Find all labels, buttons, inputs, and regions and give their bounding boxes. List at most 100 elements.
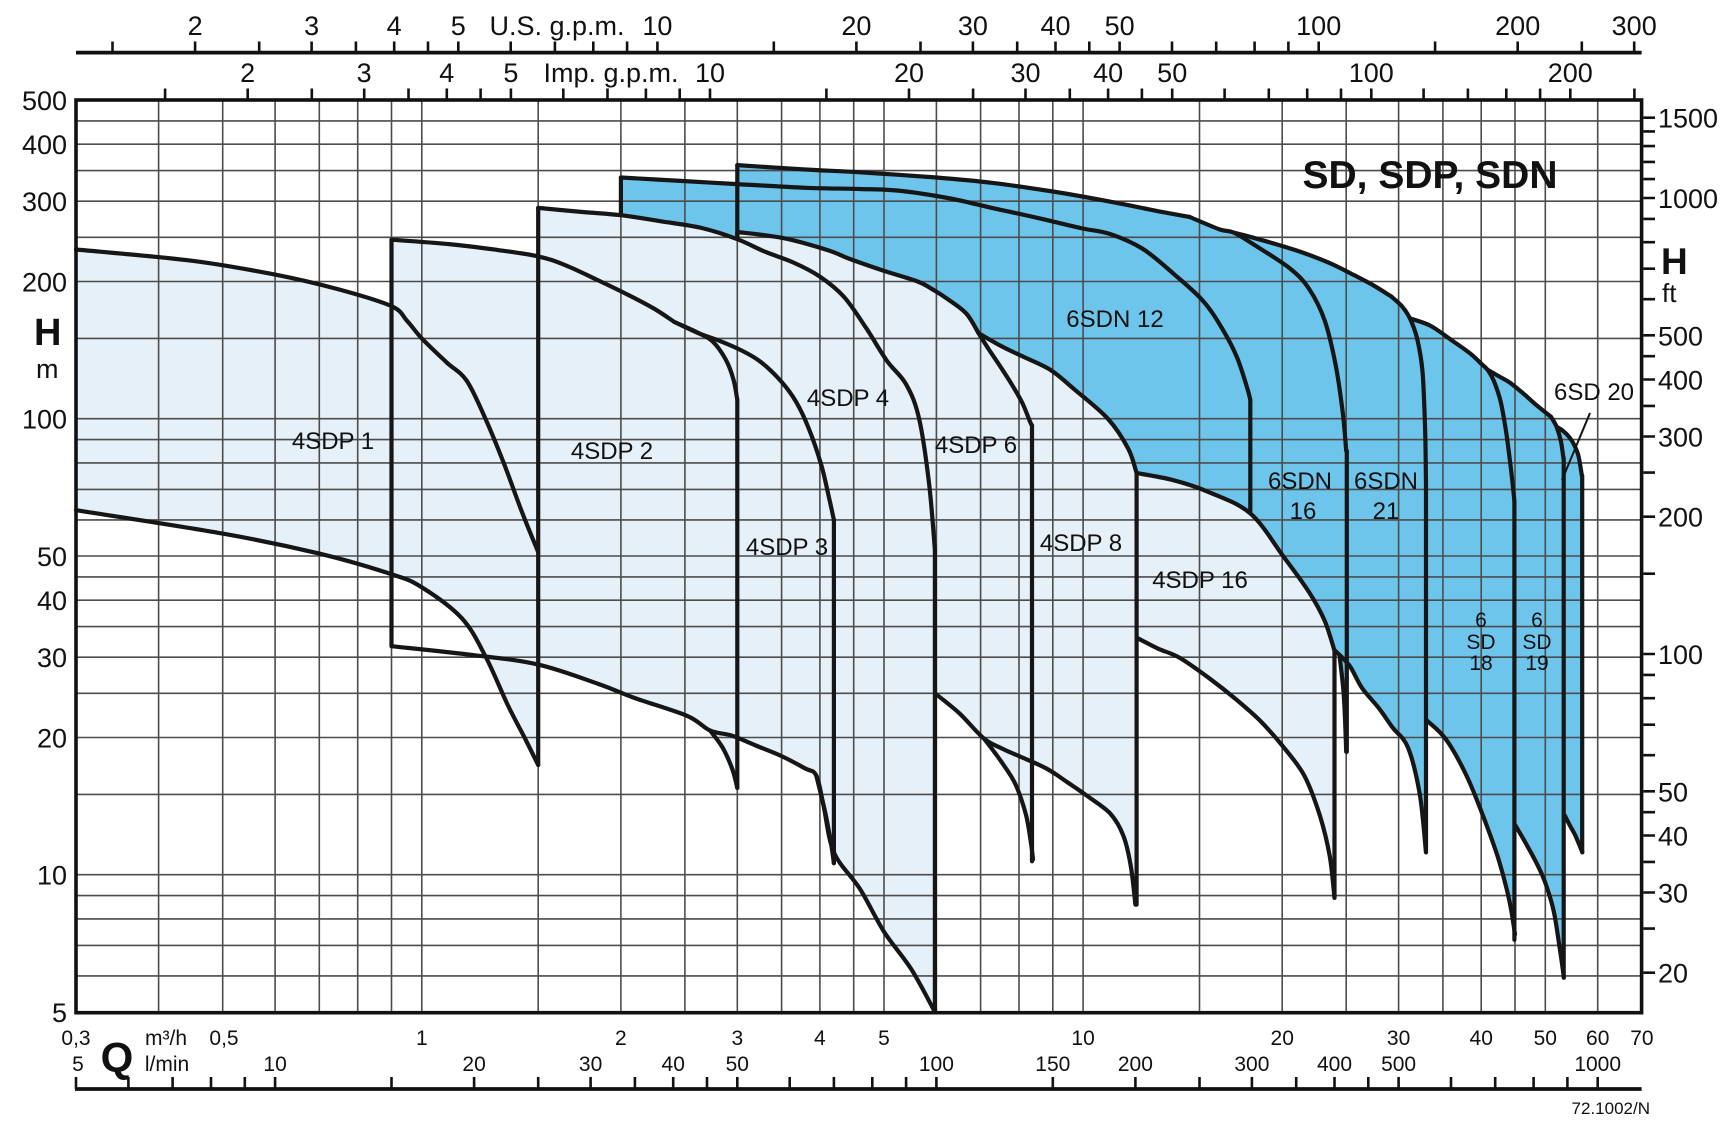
svg-text:6SDN: 6SDN xyxy=(1268,468,1332,495)
svg-text:m³/h: m³/h xyxy=(145,1027,187,1050)
svg-text:60: 60 xyxy=(1586,1027,1609,1050)
svg-text:4SDP 2: 4SDP 2 xyxy=(571,438,653,465)
svg-text:3: 3 xyxy=(304,11,319,41)
svg-text:10: 10 xyxy=(263,1053,286,1076)
svg-text:6: 6 xyxy=(1531,609,1543,632)
svg-text:4SDP 16: 4SDP 16 xyxy=(1152,567,1248,594)
svg-text:20: 20 xyxy=(1271,1027,1294,1050)
svg-text:2: 2 xyxy=(188,11,203,41)
svg-text:50: 50 xyxy=(1157,58,1187,88)
svg-text:0,3: 0,3 xyxy=(61,1027,90,1050)
svg-text:40: 40 xyxy=(1040,11,1070,41)
svg-text:100: 100 xyxy=(1658,640,1703,670)
svg-text:H: H xyxy=(34,312,61,354)
svg-text:16: 16 xyxy=(1290,498,1317,525)
svg-text:30: 30 xyxy=(958,11,988,41)
svg-text:5: 5 xyxy=(878,1027,890,1050)
svg-text:20: 20 xyxy=(841,11,871,41)
svg-text:1000: 1000 xyxy=(1574,1053,1621,1076)
svg-text:300: 300 xyxy=(22,187,67,217)
svg-text:30: 30 xyxy=(579,1053,602,1076)
svg-text:4SDP 4: 4SDP 4 xyxy=(807,385,889,412)
svg-text:50: 50 xyxy=(1658,777,1688,807)
svg-text:200: 200 xyxy=(1495,11,1540,41)
svg-text:4: 4 xyxy=(387,11,402,41)
svg-text:100: 100 xyxy=(1349,58,1394,88)
svg-text:18: 18 xyxy=(1469,652,1492,675)
svg-text:6SD 20: 6SD 20 xyxy=(1554,379,1634,406)
svg-text:100: 100 xyxy=(22,405,67,435)
svg-text:6SDN 12: 6SDN 12 xyxy=(1066,306,1163,333)
svg-text:2: 2 xyxy=(240,58,255,88)
svg-text:m: m xyxy=(36,354,59,384)
svg-text:72.1002/N: 72.1002/N xyxy=(1572,1099,1650,1118)
svg-text:20: 20 xyxy=(37,724,67,754)
svg-text:10: 10 xyxy=(1071,1027,1094,1050)
svg-text:300: 300 xyxy=(1658,423,1703,453)
svg-text:1500: 1500 xyxy=(1658,104,1718,134)
svg-text:10: 10 xyxy=(695,58,725,88)
svg-text:70: 70 xyxy=(1630,1027,1653,1050)
svg-text:5: 5 xyxy=(451,11,466,41)
svg-text:400: 400 xyxy=(1658,366,1703,396)
svg-text:6: 6 xyxy=(1475,609,1487,632)
svg-text:Q: Q xyxy=(101,1034,134,1081)
svg-text:Imp. g.p.m.: Imp. g.p.m. xyxy=(543,58,678,88)
svg-text:50: 50 xyxy=(37,542,67,572)
svg-text:40: 40 xyxy=(662,1053,685,1076)
svg-text:150: 150 xyxy=(1035,1053,1070,1076)
svg-text:20: 20 xyxy=(462,1053,485,1076)
svg-text:50: 50 xyxy=(726,1053,749,1076)
svg-text:2: 2 xyxy=(615,1027,627,1050)
svg-text:100: 100 xyxy=(919,1053,954,1076)
svg-text:SD, SDP, SDN: SD, SDP, SDN xyxy=(1302,154,1557,197)
svg-text:100: 100 xyxy=(1296,11,1341,41)
svg-text:500: 500 xyxy=(22,86,67,116)
svg-text:500: 500 xyxy=(1658,321,1703,351)
svg-text:40: 40 xyxy=(1093,58,1123,88)
svg-text:400: 400 xyxy=(1317,1053,1352,1076)
svg-text:1: 1 xyxy=(416,1027,428,1050)
svg-text:4SDP 8: 4SDP 8 xyxy=(1040,530,1122,557)
svg-text:30: 30 xyxy=(1010,58,1040,88)
svg-text:40: 40 xyxy=(1658,822,1688,852)
svg-text:0,5: 0,5 xyxy=(209,1027,238,1050)
svg-text:1000: 1000 xyxy=(1658,184,1718,214)
svg-text:H: H xyxy=(1661,241,1688,282)
svg-text:4: 4 xyxy=(814,1027,826,1050)
svg-text:5: 5 xyxy=(52,998,67,1028)
svg-text:30: 30 xyxy=(1387,1027,1410,1050)
svg-text:40: 40 xyxy=(1470,1027,1493,1050)
svg-text:200: 200 xyxy=(1658,503,1703,533)
svg-text:5: 5 xyxy=(72,1053,84,1076)
svg-text:19: 19 xyxy=(1525,652,1548,675)
svg-text:4: 4 xyxy=(439,58,454,88)
svg-text:200: 200 xyxy=(1118,1053,1153,1076)
svg-text:4SDP 1: 4SDP 1 xyxy=(292,428,374,455)
svg-text:4SDP 6: 4SDP 6 xyxy=(935,432,1017,459)
svg-text:300: 300 xyxy=(1234,1053,1269,1076)
svg-text:10: 10 xyxy=(642,11,672,41)
svg-text:l/min: l/min xyxy=(145,1053,189,1076)
svg-text:3: 3 xyxy=(731,1027,743,1050)
svg-text:3: 3 xyxy=(357,58,372,88)
svg-text:200: 200 xyxy=(1548,58,1593,88)
svg-text:400: 400 xyxy=(22,130,67,160)
svg-text:20: 20 xyxy=(894,58,924,88)
svg-text:10: 10 xyxy=(37,861,67,891)
svg-text:SD: SD xyxy=(1466,631,1495,654)
svg-text:4SDP 3: 4SDP 3 xyxy=(746,534,828,561)
svg-text:500: 500 xyxy=(1381,1053,1416,1076)
svg-text:300: 300 xyxy=(1612,11,1657,41)
svg-text:30: 30 xyxy=(1658,879,1688,909)
svg-text:50: 50 xyxy=(1534,1027,1557,1050)
svg-text:ft: ft xyxy=(1662,278,1677,308)
svg-text:21: 21 xyxy=(1373,498,1400,525)
svg-text:5: 5 xyxy=(503,58,518,88)
svg-text:50: 50 xyxy=(1105,11,1135,41)
svg-text:40: 40 xyxy=(37,586,67,616)
svg-text:200: 200 xyxy=(22,268,67,298)
svg-text:6SDN: 6SDN xyxy=(1354,468,1418,495)
svg-text:U.S. g.p.m.: U.S. g.p.m. xyxy=(489,11,624,41)
svg-text:20: 20 xyxy=(1658,959,1688,989)
